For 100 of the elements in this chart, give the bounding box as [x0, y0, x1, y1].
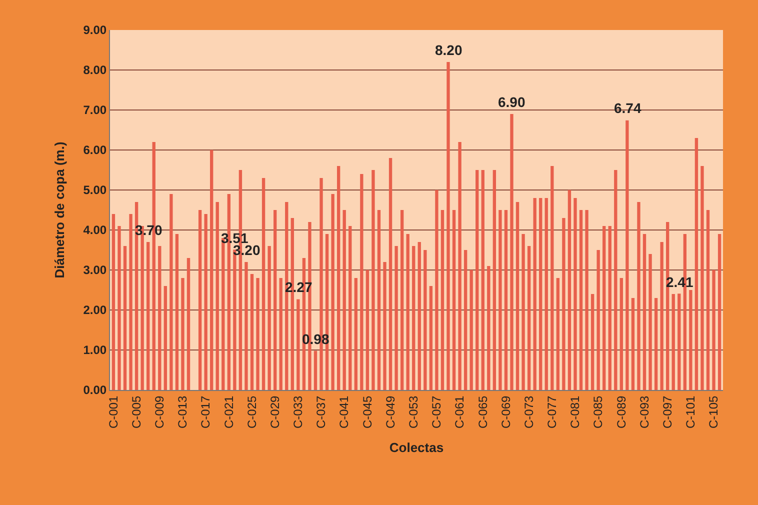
- bar: [262, 178, 266, 390]
- x-tick-label: C-053: [406, 395, 421, 428]
- bar: [164, 286, 167, 390]
- bar: [336, 166, 340, 390]
- bar: [694, 138, 698, 390]
- bar: [464, 250, 468, 390]
- bar: [712, 270, 716, 390]
- x-tick-label: C-085: [591, 395, 606, 428]
- bar: [446, 62, 450, 390]
- bar: [648, 254, 652, 390]
- bar: [590, 294, 594, 390]
- x-tick-label: C-009: [152, 395, 167, 428]
- x-tick-label: C-045: [360, 395, 374, 428]
- bar: [348, 226, 352, 390]
- bar: [654, 298, 658, 390]
- bar: [354, 278, 358, 390]
- bar: [458, 142, 462, 390]
- x-tick-label: C-037: [314, 395, 328, 428]
- bar: [608, 226, 612, 390]
- bar: [158, 246, 162, 390]
- bar: [123, 246, 127, 390]
- bar: [637, 202, 640, 390]
- y-tick-label: 8.00: [83, 63, 107, 78]
- bar: [579, 210, 583, 390]
- x-tick-label: C-089: [614, 395, 628, 428]
- x-tick-label: C-041: [337, 395, 352, 428]
- x-tick-label: C-101: [684, 395, 698, 428]
- x-tick-label: C-029: [268, 395, 282, 428]
- y-tick-label: 1.00: [83, 343, 107, 358]
- bar: [274, 210, 277, 390]
- bar: [574, 198, 577, 390]
- bar: [700, 166, 704, 390]
- data-label: 2.41: [666, 274, 694, 290]
- bar: [186, 258, 190, 390]
- bar: [539, 198, 542, 390]
- bar: [360, 174, 364, 390]
- x-tick-label: C-097: [660, 395, 674, 428]
- bar: [596, 250, 600, 390]
- bar: [418, 242, 421, 390]
- bar: [481, 170, 484, 390]
- bar: [544, 198, 548, 390]
- bar: [498, 210, 502, 390]
- bar: [366, 270, 370, 390]
- bar: [660, 242, 664, 390]
- bar: [112, 214, 116, 390]
- bar: [614, 170, 618, 390]
- bar: [250, 274, 254, 390]
- bar: [492, 170, 496, 390]
- bar: [550, 166, 554, 390]
- bar: [129, 214, 132, 390]
- bar: [568, 190, 572, 390]
- bar: [452, 210, 456, 390]
- bar: [314, 350, 318, 390]
- y-tick-label: 3.00: [83, 263, 107, 278]
- bar: [533, 198, 536, 390]
- bar: [562, 218, 566, 390]
- bar: [296, 299, 300, 390]
- bar: [718, 234, 722, 390]
- bar: [377, 210, 381, 390]
- x-tick-label: C-017: [198, 395, 213, 428]
- bar: [672, 294, 675, 390]
- bar: [412, 246, 416, 390]
- y-tick-label: 9.00: [83, 23, 107, 38]
- bar: [642, 234, 646, 390]
- bar: [394, 246, 398, 390]
- x-tick-label: C-013: [176, 395, 190, 428]
- bar: [331, 194, 334, 390]
- bar: [522, 234, 525, 390]
- y-tick-label: 4.00: [83, 223, 107, 238]
- y-tick-label: 5.00: [83, 183, 107, 198]
- bar: [706, 210, 710, 390]
- x-tick-label: C-001: [106, 395, 120, 428]
- bar: [440, 210, 444, 390]
- bar: [388, 158, 392, 390]
- data-label: 6.90: [498, 94, 526, 110]
- x-tick-label: C-057: [430, 395, 444, 428]
- bar: [556, 278, 560, 390]
- bar: [585, 210, 588, 390]
- bar: [678, 294, 681, 390]
- bar: [204, 214, 208, 390]
- bar: [487, 266, 490, 390]
- bar: [216, 202, 219, 390]
- bar: [279, 278, 282, 390]
- bar: [470, 270, 473, 390]
- y-axis-title: Diámetro de copa (m.): [52, 142, 68, 278]
- bar: [429, 286, 433, 390]
- x-tick-label: C-105: [706, 395, 721, 428]
- bar: [170, 194, 173, 390]
- x-tick-label: C-065: [476, 395, 490, 428]
- bar: [510, 114, 514, 390]
- bar: [527, 246, 531, 390]
- x-tick-label: C-073: [522, 395, 536, 428]
- bar: [424, 250, 427, 390]
- bar: [400, 210, 404, 390]
- bar: [516, 202, 520, 390]
- data-label: 2.27: [285, 279, 312, 295]
- bar: [244, 262, 248, 390]
- x-tick-label: C-025: [244, 395, 259, 428]
- x-tick-label: C-033: [291, 395, 306, 428]
- data-label: 8.20: [435, 42, 462, 58]
